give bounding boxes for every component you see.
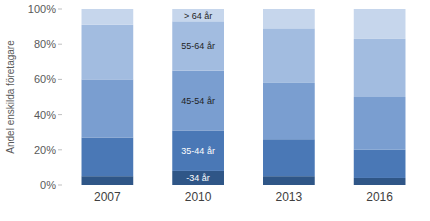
bars [82, 9, 406, 185]
bar-segment [263, 9, 315, 28]
bar-segment [263, 139, 315, 176]
y-tick [58, 149, 62, 150]
legend-entry: > 64 år [184, 11, 212, 21]
bar-segment [82, 79, 134, 137]
y-tick [58, 114, 62, 115]
y-tick-label: 20% [34, 144, 56, 156]
bar-segment [82, 9, 134, 25]
legend-entry: 35-44 år [181, 146, 215, 156]
chart-container: 0% 20% 40% 60% 80% 100% Andel enskilda företag… [0, 0, 430, 221]
y-tick-label: 100% [28, 3, 56, 15]
y-tick [58, 79, 62, 80]
y-tick [58, 44, 62, 45]
y-axis-label: Andel enskilda företagare [5, 40, 16, 154]
bar-segment [172, 21, 224, 70]
bar-segment [172, 9, 224, 21]
legend-entry: -34 år [186, 173, 210, 183]
bar-segment [354, 9, 406, 39]
bar-segment [82, 176, 134, 185]
bar-segment [172, 171, 224, 185]
y-tick-label: 0% [40, 179, 56, 191]
bar-segment [82, 137, 134, 176]
bar-segment [263, 28, 315, 83]
bar-segment [263, 176, 315, 185]
bar-segment [263, 83, 315, 139]
legend-entry: 55-64 år [181, 41, 215, 51]
bar-segment [354, 97, 406, 150]
bar-segment [354, 150, 406, 178]
x-tick-label: 2016 [366, 190, 393, 204]
chart-svg: 0% 20% 40% 60% 80% 100% Andel enskilda företag… [0, 0, 430, 221]
y-tick [58, 185, 62, 186]
x-tick-label: 2007 [94, 190, 121, 204]
y-tick [58, 9, 62, 10]
x-tick-label: 2010 [185, 190, 212, 204]
y-tick-label: 60% [34, 73, 56, 85]
x-tick-label: 2013 [276, 190, 303, 204]
bar-segment [354, 39, 406, 97]
bar-segment [82, 25, 134, 80]
y-tick-label: 80% [34, 38, 56, 50]
bar-segment [172, 130, 224, 170]
legend-entry: 45-54 år [181, 96, 215, 106]
bar-segment [354, 178, 406, 185]
y-tick-label: 40% [34, 109, 56, 121]
bar-segment [172, 71, 224, 131]
